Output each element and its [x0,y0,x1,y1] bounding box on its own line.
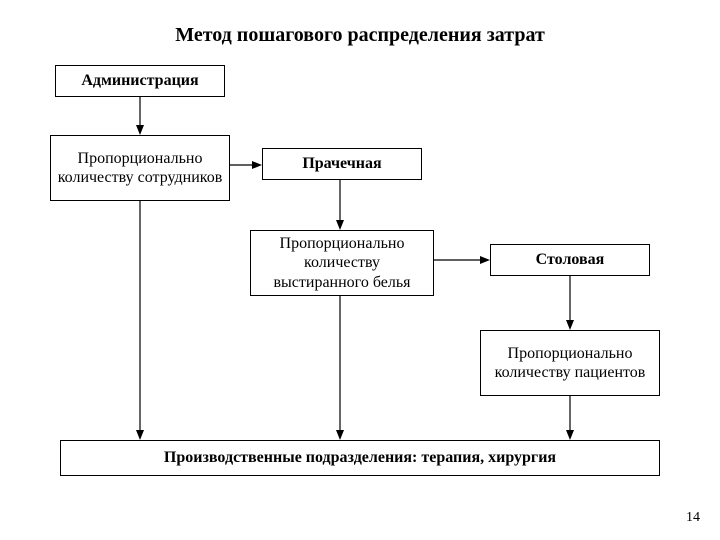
arrow-head-canteen-to-proppat [566,320,574,330]
box-prop-pat: Пропорционально количеству пациентов [480,330,660,396]
box-canteen: Столовая [490,244,650,276]
diagram-title: Метод пошагового распределения затрат [0,24,720,47]
box-laundry: Прачечная [262,148,422,180]
arrow-head-proplinen-to-canteen [480,256,490,264]
box-prod: Производственные подразделения: терапия,… [60,440,660,476]
diagram-canvas: Метод пошагового распределения затрат Ад… [0,0,720,540]
box-prop-staff: Пропорционально количеству сотрудников [50,135,230,201]
arrow-head-proppat-to-prod [566,430,574,440]
page-number: 14 [686,510,700,526]
arrow-head-proplinen-to-prod [336,430,344,440]
arrow-head-propstaff-to-prod [136,430,144,440]
box-admin: Администрация [55,65,225,97]
arrow-head-laundry-to-proplinen [336,220,344,230]
arrow-head-propstaff-to-laundry [252,161,262,169]
box-prop-linen: Пропорционально количеству выстиранного … [250,230,434,296]
arrow-head-admin-to-propstaff [136,125,144,135]
